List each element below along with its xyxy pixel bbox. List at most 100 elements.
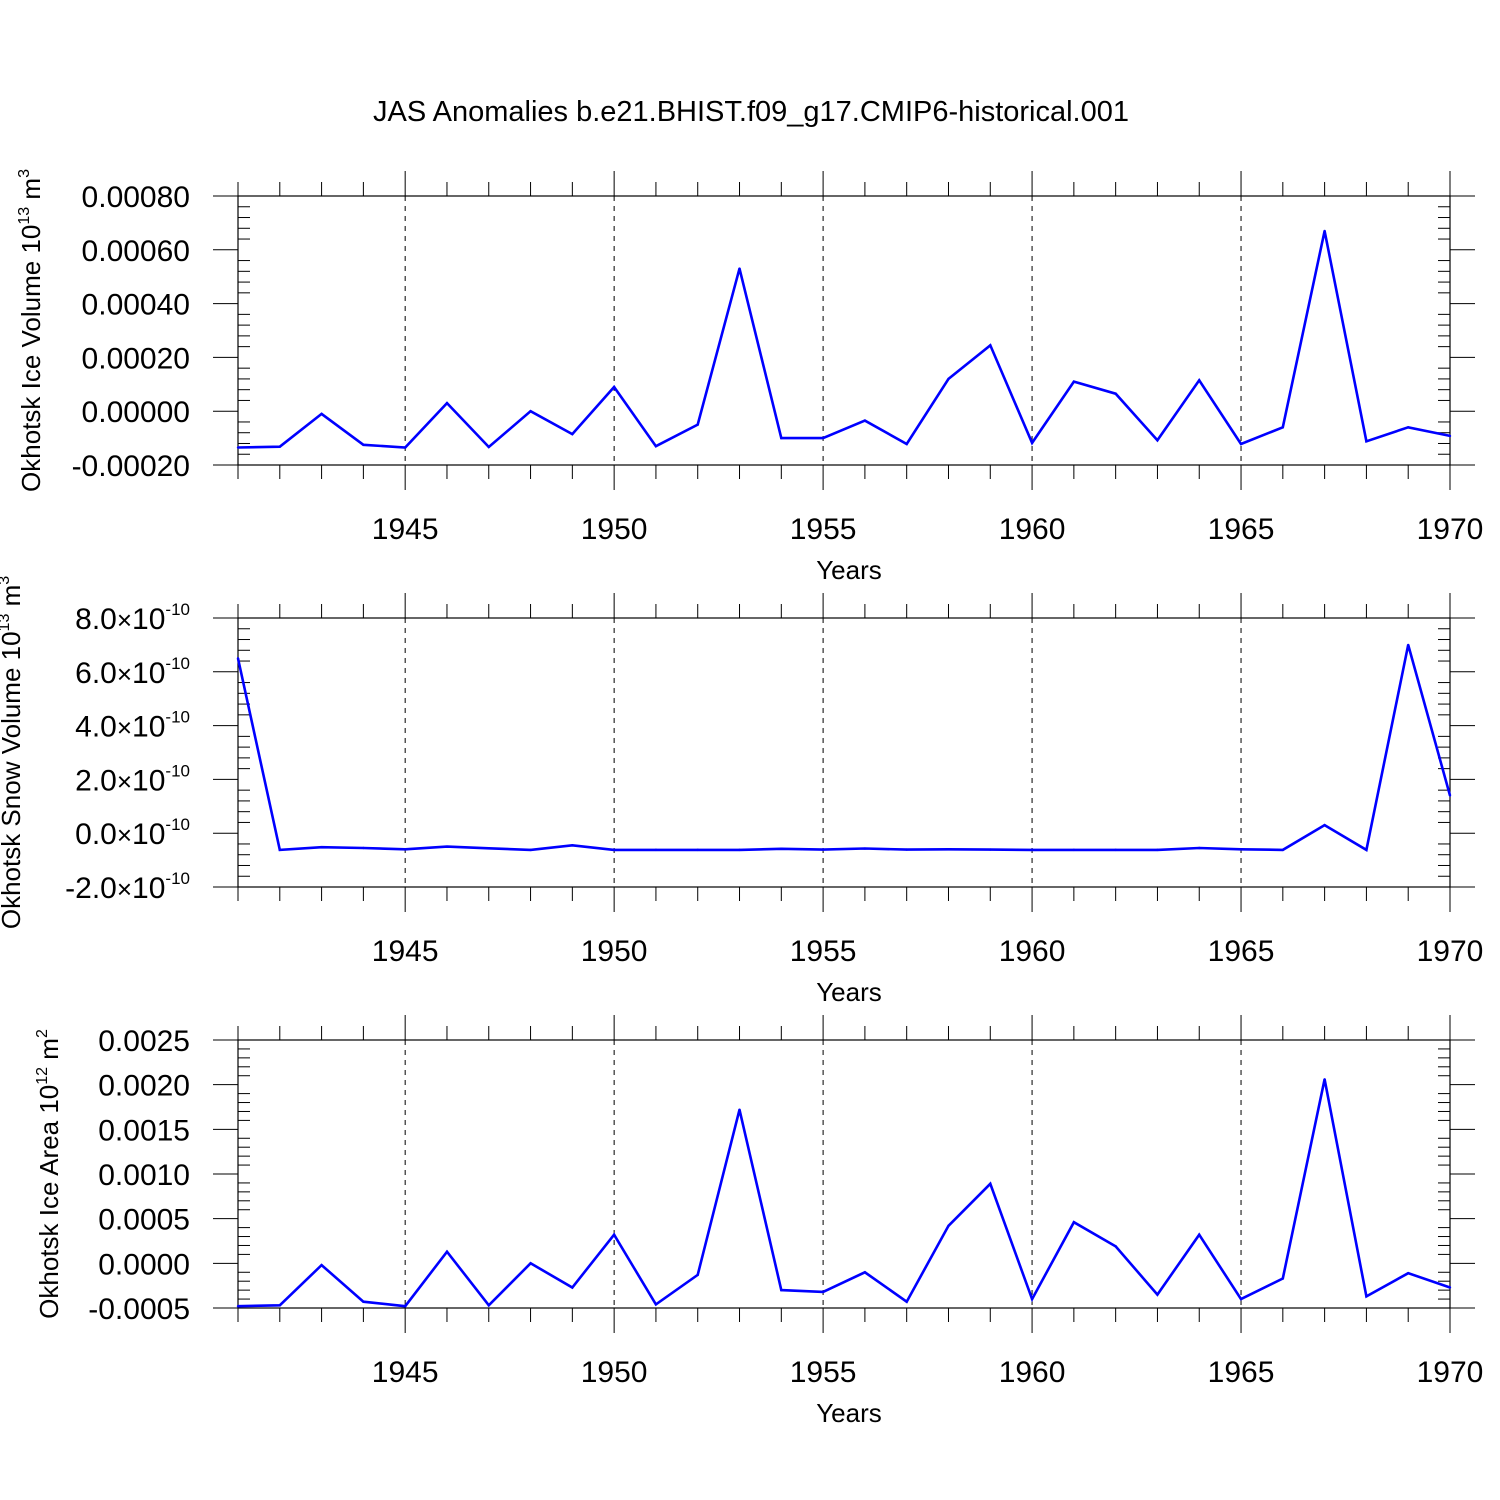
data-point <box>403 446 407 449</box>
data-point <box>1114 848 1117 852</box>
x-tick-label: 1965 <box>1208 935 1275 968</box>
data-point <box>236 446 240 449</box>
x-tick-label: 1965 <box>1208 513 1275 546</box>
y-tick-label: 0.00080 <box>82 181 190 214</box>
y-tick-label: 0.00060 <box>82 235 190 268</box>
data-point <box>1407 426 1410 429</box>
y-tick-label: 4.0×10-10 <box>75 708 190 744</box>
x-tick-label: 1950 <box>581 1356 648 1389</box>
chart-title: JAS Anomalies b.e21.BHIST.f09_g17.CMIP6-… <box>373 96 1129 128</box>
data-point <box>654 848 658 852</box>
data-point <box>1030 848 1034 852</box>
data-point <box>1198 379 1201 382</box>
data-point <box>1281 1277 1285 1280</box>
chart-panel-1: 1945 1950 1955 1960 1965 1970 -0.00020 0.00000 0… <box>16 169 1483 585</box>
x-axis-label: Years <box>816 977 882 1007</box>
data-point <box>1239 1297 1243 1301</box>
data-point <box>947 848 950 851</box>
data-point <box>654 444 658 448</box>
data-point <box>487 847 490 850</box>
data-point <box>1198 846 1201 850</box>
x-tick-label: 1970 <box>1417 935 1484 968</box>
data-point <box>654 1303 658 1306</box>
data-point <box>1198 1233 1201 1236</box>
data-point <box>1072 848 1076 852</box>
data-point <box>612 385 616 389</box>
data-point <box>905 442 908 446</box>
data-point <box>529 1262 532 1265</box>
data-point <box>780 436 783 440</box>
y-tick-label: -0.00020 <box>72 450 190 483</box>
data-point <box>821 436 825 440</box>
y-tick-label: 0.00040 <box>82 289 190 322</box>
data-point <box>989 1182 992 1186</box>
data-point <box>236 1305 240 1308</box>
data-point <box>1365 848 1368 852</box>
data-point <box>1323 229 1326 233</box>
data-point <box>989 848 992 851</box>
data-point <box>612 848 616 852</box>
y-tick-label: 0.0025 <box>98 1025 190 1058</box>
data-point <box>905 1300 908 1303</box>
data-point <box>571 844 574 847</box>
data-point <box>989 344 992 347</box>
x-tick-label: 1955 <box>790 513 857 546</box>
data-point <box>362 443 365 447</box>
x-tick-label: 1960 <box>999 1356 1066 1389</box>
data-point <box>445 401 449 405</box>
x-tick-label: 1955 <box>790 935 857 968</box>
y-tick-label: -0.0005 <box>88 1293 190 1326</box>
y-tick-label: 8.0×10-10 <box>75 600 190 636</box>
plot-frame <box>237 1039 1451 1309</box>
data-point <box>1114 1245 1117 1248</box>
y-tick-label: 0.0005 <box>98 1204 190 1237</box>
data-point <box>696 1273 699 1277</box>
data-point <box>1448 434 1452 438</box>
data-point <box>1323 1078 1326 1081</box>
data-point <box>1156 439 1159 442</box>
data-point <box>278 445 281 448</box>
data-point <box>1239 848 1243 851</box>
x-axis-label: Years <box>816 1398 882 1428</box>
plot-frame <box>237 195 1451 466</box>
series-line <box>237 1079 1451 1308</box>
data-point <box>1072 1221 1076 1224</box>
data-point <box>1030 1297 1034 1301</box>
data-point <box>1365 1295 1368 1298</box>
y-tick-label: 0.00020 <box>82 342 190 375</box>
data-point <box>487 1304 490 1307</box>
data-point <box>1448 1286 1452 1289</box>
data-point <box>1281 426 1285 429</box>
y-tick-label: 0.0000 <box>98 1248 190 1281</box>
x-tick-label: 1955 <box>790 1356 857 1389</box>
data-point <box>320 412 323 416</box>
data-point <box>362 1300 365 1303</box>
x-tick-label: 1965 <box>1208 1356 1275 1389</box>
data-point <box>1114 392 1117 395</box>
x-tick-label: 1970 <box>1417 513 1484 546</box>
data-point <box>738 848 741 852</box>
data-point <box>738 267 741 270</box>
data-point <box>1156 848 1159 852</box>
data-point <box>320 845 323 849</box>
data-point <box>445 845 449 848</box>
data-point <box>780 847 783 851</box>
x-tick-label: 1950 <box>581 513 648 546</box>
y-tick-label: 0.0×10-10 <box>75 815 190 851</box>
y-tick-label: 0.0020 <box>98 1070 190 1103</box>
data-point <box>1030 441 1034 445</box>
data-point <box>1281 848 1285 852</box>
data-point <box>612 1233 616 1236</box>
data-point <box>821 1290 825 1294</box>
data-point <box>1365 440 1368 443</box>
y-tick-label: 0.00000 <box>82 396 190 429</box>
data-point <box>947 1224 950 1228</box>
data-point <box>780 1288 783 1292</box>
data-point <box>278 1304 281 1307</box>
data-point <box>278 848 281 852</box>
data-point <box>362 846 365 850</box>
x-tick-label: 1960 <box>999 935 1066 968</box>
x-tick-label: 1960 <box>999 513 1066 546</box>
series-line <box>236 644 1452 852</box>
